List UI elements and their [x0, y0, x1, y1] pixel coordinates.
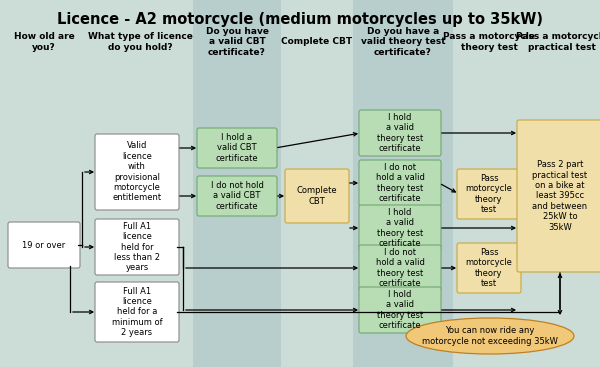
Text: Pass
motorcycle
theory
test: Pass motorcycle theory test — [466, 248, 512, 288]
Text: Licence - A2 motorcycle (medium motorcycles up to 35kW): Licence - A2 motorcycle (medium motorcyc… — [57, 12, 543, 27]
FancyBboxPatch shape — [517, 120, 600, 272]
FancyBboxPatch shape — [457, 169, 521, 219]
Bar — [88, 0, 193, 367]
Text: Complete CBT: Complete CBT — [281, 37, 353, 47]
FancyBboxPatch shape — [95, 134, 179, 210]
Bar — [353, 0, 453, 367]
Text: I do not
hold a valid
theory test
certificate: I do not hold a valid theory test certif… — [376, 248, 424, 288]
FancyBboxPatch shape — [95, 219, 179, 275]
Text: Pass
motorcycle
theory
test: Pass motorcycle theory test — [466, 174, 512, 214]
FancyBboxPatch shape — [457, 243, 521, 293]
Bar — [453, 0, 525, 367]
Text: How old are
you?: How old are you? — [14, 32, 74, 52]
Bar — [193, 0, 281, 367]
Text: I hold a
valid CBT
certificate: I hold a valid CBT certificate — [215, 133, 259, 163]
Bar — [281, 0, 353, 367]
FancyBboxPatch shape — [359, 287, 441, 333]
Text: Do you have a
valid theory test
certificate?: Do you have a valid theory test certific… — [361, 27, 445, 57]
FancyBboxPatch shape — [197, 176, 277, 216]
Bar — [0, 0, 88, 367]
FancyBboxPatch shape — [359, 160, 441, 206]
Text: I hold
a valid
theory test
certificate: I hold a valid theory test certificate — [377, 290, 423, 330]
Text: Full A1
licence
held for
less than 2
years: Full A1 licence held for less than 2 yea… — [114, 222, 160, 272]
Text: I hold
a valid
theory test
certificate: I hold a valid theory test certificate — [377, 208, 423, 248]
Bar — [525, 0, 600, 367]
FancyBboxPatch shape — [359, 205, 441, 251]
FancyBboxPatch shape — [285, 169, 349, 223]
Text: 19 or over: 19 or over — [22, 240, 65, 250]
FancyBboxPatch shape — [95, 282, 179, 342]
FancyBboxPatch shape — [359, 245, 441, 291]
Text: Valid
licence
with
provisional
motorcycle
entitlement: Valid licence with provisional motorcycl… — [112, 142, 161, 203]
Text: What type of licence
do you hold?: What type of licence do you hold? — [88, 32, 193, 52]
Text: Pass a motorcycle
practical test: Pass a motorcycle practical test — [516, 32, 600, 52]
Text: I do not hold
a valid CBT
certificate: I do not hold a valid CBT certificate — [211, 181, 263, 211]
Text: Full A1
licence
held for a
minimum of
2 years: Full A1 licence held for a minimum of 2 … — [112, 287, 163, 337]
Text: You can now ride any
motorcycle not exceeding 35kW: You can now ride any motorcycle not exce… — [422, 326, 558, 346]
Ellipse shape — [406, 318, 574, 354]
Text: I hold
a valid
theory test
certificate: I hold a valid theory test certificate — [377, 113, 423, 153]
Text: I do not
hold a valid
theory test
certificate: I do not hold a valid theory test certif… — [376, 163, 424, 203]
Text: Complete
CBT: Complete CBT — [296, 186, 337, 206]
Text: Pass a motorcycle
theory test: Pass a motorcycle theory test — [443, 32, 535, 52]
Text: Do you have
a valid CBT
certificate?: Do you have a valid CBT certificate? — [205, 27, 269, 57]
Text: Pass 2 part
practical test
on a bike at
least 395cc
and between
25kW to
35kW: Pass 2 part practical test on a bike at … — [532, 160, 587, 232]
FancyBboxPatch shape — [197, 128, 277, 168]
FancyBboxPatch shape — [359, 110, 441, 156]
Bar — [525, 0, 600, 367]
FancyBboxPatch shape — [8, 222, 80, 268]
